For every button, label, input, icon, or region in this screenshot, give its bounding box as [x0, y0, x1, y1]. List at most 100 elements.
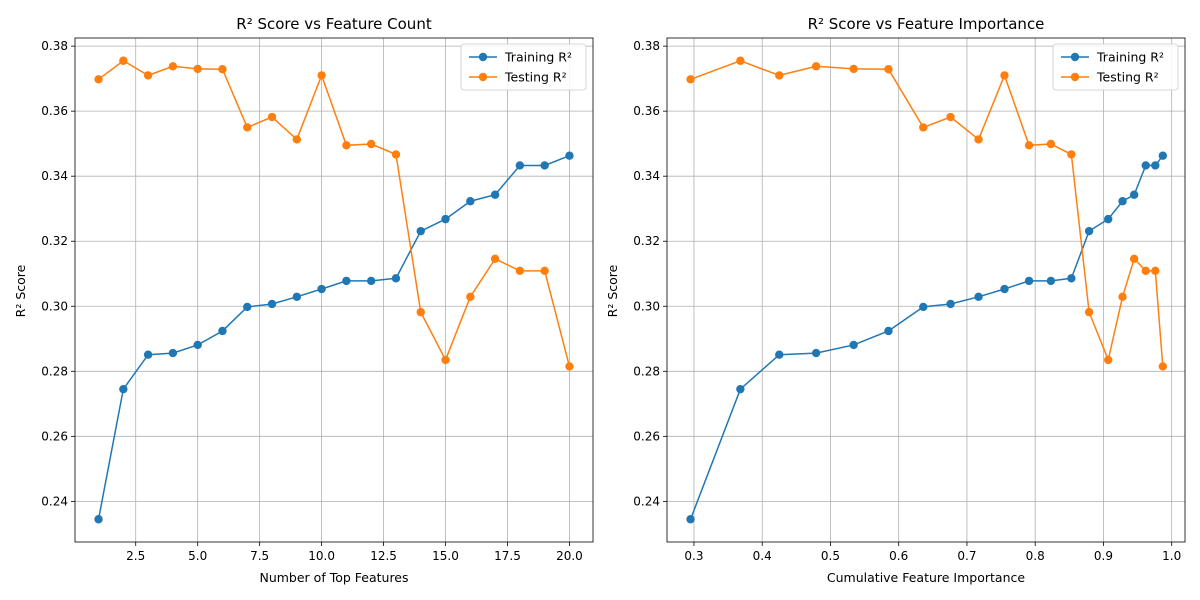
data-point [441, 355, 450, 365]
data-point [143, 71, 153, 80]
data-point [1000, 71, 1009, 80]
plot-frame [666, 37, 1186, 543]
data-point [946, 112, 955, 122]
legend: Training R² Testing R² [460, 43, 587, 91]
y-axis-label: R² Score [13, 264, 28, 317]
data-point [736, 56, 745, 65]
data-point [1046, 139, 1056, 149]
series-training [94, 151, 574, 524]
data-point [919, 302, 928, 312]
data-point [391, 150, 401, 159]
chart-feature-importance: R² Score vs Feature Importance Cumulativ… [605, 15, 1186, 585]
data-point [686, 75, 695, 84]
data-point [1084, 307, 1094, 317]
data-point [1158, 362, 1168, 371]
y-tick-label: 0.26 [633, 429, 660, 443]
data-point [565, 362, 574, 371]
x-tick-label: 0.9 [1094, 549, 1113, 563]
legend-box [1052, 43, 1179, 91]
y-tick-label: 0.24 [633, 494, 660, 508]
data-point [1024, 276, 1034, 286]
y-tick-label: 0.32 [633, 234, 660, 248]
y-tick-label: 0.30 [41, 299, 68, 313]
x-tick-label: 15.0 [432, 549, 459, 563]
y-tick-label: 0.28 [41, 364, 68, 378]
legend-label: Training R² [504, 50, 572, 65]
x-tick-label: 7.5 [250, 549, 269, 563]
y-tick-label: 0.38 [633, 39, 660, 53]
y-tick-label: 0.34 [41, 169, 68, 183]
data-point [736, 384, 745, 394]
y-tick-label: 0.34 [633, 169, 660, 183]
data-point [317, 284, 326, 294]
data-point [218, 65, 227, 74]
data-point [1129, 254, 1139, 263]
series-line [689, 155, 1164, 520]
data-point [1084, 226, 1094, 236]
legend-label: Testing R² [1096, 70, 1159, 85]
series-training [686, 151, 1168, 524]
data-point [884, 65, 893, 74]
y-tick-label: 0.30 [633, 299, 660, 313]
data-point [416, 226, 425, 236]
data-point [974, 135, 983, 144]
data-point [342, 141, 351, 150]
x-tick-label: 5.0 [188, 549, 207, 563]
data-point [849, 340, 858, 350]
data-point [267, 112, 277, 122]
data-point [366, 139, 376, 149]
data-point [1141, 161, 1150, 170]
y-tick-label: 0.38 [41, 39, 68, 53]
legend-marker [1070, 72, 1080, 82]
data-point [1141, 266, 1150, 276]
data-point [946, 299, 955, 309]
x-tick-label: 0.4 [753, 549, 772, 563]
data-point [884, 326, 893, 336]
chart-title: R² Score vs Feature Importance [808, 15, 1045, 33]
legend-marker [478, 72, 488, 82]
data-point [1151, 161, 1160, 170]
data-point [94, 515, 103, 524]
data-point [292, 135, 302, 144]
ticks: 0.3 0.4 0.5 0.6 0.7 0.8 0.9 1.0 0.24 0.26 0.28 0.30… [633, 39, 1181, 563]
y-tick-label: 0.32 [41, 234, 68, 248]
y-tick-label: 0.36 [41, 104, 68, 118]
data-point [974, 292, 983, 302]
data-point [811, 348, 821, 358]
x-tick-label: 12.5 [370, 549, 397, 563]
x-tick-label: 2.5 [126, 549, 145, 563]
x-tick-label: 17.5 [494, 549, 521, 563]
data-point [292, 292, 302, 302]
data-point [540, 266, 549, 276]
data-point [1104, 214, 1113, 224]
data-point [119, 56, 128, 65]
x-tick-label: 0.6 [889, 549, 908, 563]
data-point [391, 274, 401, 283]
data-point [775, 71, 784, 80]
legend-label: Training R² [1096, 50, 1164, 65]
x-tick-label: 0.7 [957, 549, 976, 563]
data-point [342, 276, 351, 286]
data-point [143, 350, 153, 359]
series-testing [94, 56, 574, 371]
data-point [267, 299, 277, 309]
data-point [1104, 355, 1113, 365]
data-point [94, 75, 103, 84]
x-axis-label: Cumulative Feature Importance [827, 570, 1025, 585]
grid [75, 38, 593, 542]
data-point [1000, 284, 1009, 294]
data-point [686, 515, 695, 524]
data-point [919, 123, 928, 132]
data-point [1118, 197, 1127, 206]
legend: Training R² Testing R² [1052, 43, 1179, 91]
series-line [98, 59, 571, 367]
y-tick-label: 0.26 [41, 429, 68, 443]
data-point [366, 276, 376, 286]
x-tick-label: 1.0 [1162, 549, 1181, 563]
data-point [1067, 150, 1076, 159]
data-point [1046, 276, 1056, 286]
x-tick-label: 0.3 [684, 549, 703, 563]
data-point [317, 71, 326, 80]
ticks: 2.5 5.0 7.5 10.0 12.5 15.0 17.5 20.0 0.24 0.26 0.2… [41, 39, 583, 563]
